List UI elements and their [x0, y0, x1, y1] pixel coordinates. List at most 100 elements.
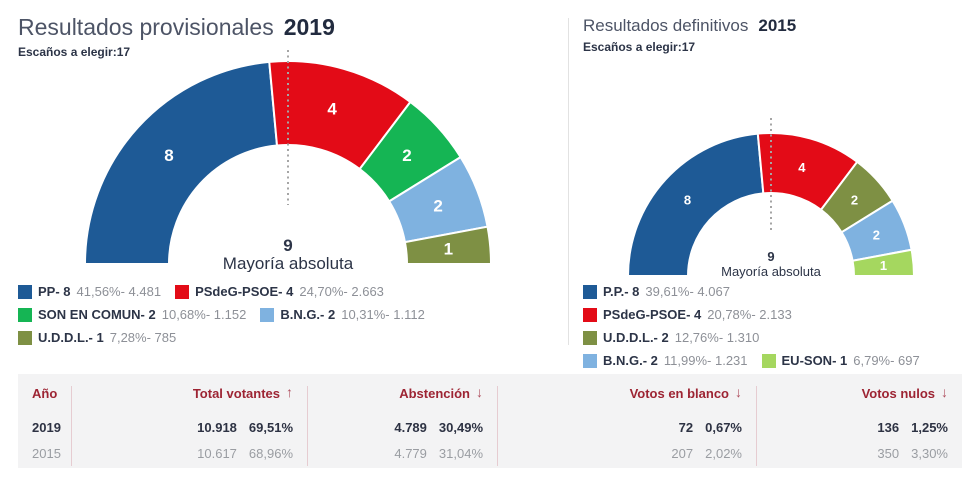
cell-2019-votos-nulos: 136 1,25%: [757, 414, 962, 440]
panel-divider: [568, 18, 569, 345]
legend-item-u-d-d-l: U.D.D.L.- 2 12,76%- 1.310: [583, 330, 759, 345]
legend-label: P.P.- 8: [603, 284, 640, 299]
legend-detail: 6,79%- 697: [853, 353, 920, 368]
col-header-label: Votos en blanco: [629, 386, 729, 401]
cell-percent: 2,02%: [705, 445, 742, 461]
legend-label: EU-SON- 1: [781, 353, 848, 368]
seats-to-elect: Escaños a elegir:17: [583, 40, 796, 54]
legend-detail: 20,78%- 2.133: [707, 307, 792, 322]
legend-detail: 7,28%- 785: [109, 330, 177, 345]
legend-swatch-p-p: [583, 284, 597, 299]
legend-swatch-b-n-g: [583, 353, 597, 368]
sort-down-icon: ↓: [735, 384, 742, 400]
cell-count: 207: [671, 445, 694, 461]
cell-percent: 68,96%: [248, 445, 293, 461]
segment-eu-son: [851, 248, 916, 277]
segment-seats-eu-son: 1: [880, 258, 887, 273]
segment-pp: [83, 60, 279, 265]
turnout-table: Año Total votantes ↑ Abstención ↓ Votos en bl…: [18, 374, 962, 468]
legend-swatch-b-n-g: [260, 307, 275, 322]
seats-to-elect-label: Escaños a elegir:: [18, 45, 117, 59]
legend-label: PSdeG-PSOE- 4: [195, 284, 294, 299]
majority-value: 9: [767, 249, 774, 264]
turnout-grid: Año Total votantes ↑ Abstención ↓ Votos en bl…: [18, 384, 962, 466]
cell-count: 10.617: [197, 445, 237, 461]
segment-seats-psdeg-psoe: 4: [327, 100, 337, 119]
cell-count: 4.779: [394, 445, 427, 461]
col-header-votos-nulos[interactable]: Votos nulos ↓: [757, 384, 962, 414]
legend-label: U.D.D.L.- 2: [603, 330, 669, 345]
col-header-label: Total votantes: [192, 386, 280, 401]
panel-year: 2019: [283, 14, 335, 40]
majority-label: Mayoría absoluta: [223, 254, 354, 272]
segment-seats-psdeg-psoe: 4: [798, 160, 806, 175]
cell-percent: 0,67%: [705, 419, 742, 435]
seats-to-elect-label: Escaños a elegir:: [583, 40, 682, 54]
segment-seats-son-en-comun: 2: [402, 146, 411, 165]
legend-item-pp: PP- 8 41,56%- 4.481: [18, 284, 161, 299]
cell-count: 136: [877, 419, 900, 435]
cell-count: 350: [877, 445, 900, 461]
cell-count: 10.918: [197, 419, 237, 435]
legend-detail: 39,61%- 4.067: [645, 284, 730, 299]
cell-percent: 3,30%: [911, 445, 948, 461]
legend-item-u-d-d-l: U.D.D.L.- 1 7,28%- 785: [18, 330, 176, 345]
sort-down-icon: ↓: [941, 384, 948, 400]
cell-2015-total-votantes: 10.617 68,96%: [72, 440, 308, 466]
panel-year: 2015: [758, 16, 797, 35]
legend-detail: 11,99%- 1.231: [663, 353, 748, 368]
col-header-abstenci-n[interactable]: Abstención ↓: [308, 385, 498, 414]
cell-2015-votos-nulos: 350 3,30%: [757, 440, 962, 466]
col-header-label: Abstención: [399, 386, 470, 401]
segment-seats-pp: 8: [164, 146, 173, 165]
cell-percent: 31,04%: [438, 445, 483, 461]
segment-seats-b-n-g: 2: [873, 228, 880, 243]
cell-2015-votos-en-blanco: 207 2,02%: [498, 440, 757, 466]
cell-percent: 69,51%: [248, 419, 293, 435]
legend-detail: 24,70%- 2.663: [299, 284, 384, 299]
majority-value: 9: [283, 236, 292, 255]
cell-count: 4.789: [394, 419, 427, 435]
cell-2015-abstenci-n: 4.779 31,04%: [308, 440, 498, 466]
legend-2015: P.P.- 8 39,61%- 4.067 PSdeG-PSOE- 4 20,78%-…: [583, 284, 923, 368]
cell-percent: 1,25%: [911, 419, 948, 435]
cell-2019-abstenci-n: 4.789 30,49%: [308, 414, 498, 440]
segment-seats-u-d-d-l: 1: [444, 240, 453, 259]
legend-item-p-p: P.P.- 8 39,61%- 4.067: [583, 284, 730, 299]
col-header-a-o: Año: [18, 386, 72, 414]
legend-item-b-n-g: B.N.G.- 2 11,99%- 1.231: [583, 353, 748, 368]
cell-2019-total-votantes: 10.918 69,51%: [72, 414, 308, 440]
legend-detail: 10,68%- 1.152: [161, 307, 247, 322]
col-header-label: Votos nulos: [861, 386, 935, 401]
panel-title: Resultados definitivos: [583, 16, 749, 35]
seats-chart-2019: 8 4 2 2 1 9 Mayoría absoluta: [83, 50, 493, 272]
legend-label: PSdeG-PSOE- 4: [603, 307, 702, 322]
legend-swatch-pp: [18, 284, 32, 299]
seats-to-elect: Escaños a elegir:17: [18, 45, 335, 59]
legend-swatch-eu-son: [761, 353, 776, 368]
cell-2019-votos-en-blanco: 72 0,67%: [498, 414, 757, 440]
legend-item-psdeg-psoe: PSdeG-PSOE- 4 20,78%- 2.133: [583, 307, 792, 322]
legend-item-psdeg-psoe: PSdeG-PSOE- 4 24,70%- 2.663: [175, 284, 384, 299]
segment-seats-p-p: 8: [684, 192, 691, 207]
segment-seats-u-d-d-l: 2: [851, 192, 858, 207]
legend-label: PP- 8: [38, 284, 71, 299]
legend-detail: 12,76%- 1.310: [674, 330, 760, 345]
legend-item-b-n-g: B.N.G.- 2 10,31%- 1.112: [260, 307, 425, 322]
panel-header-2019: Resultados provisionales 2019 Escaños a …: [18, 14, 335, 59]
legend-swatch-psdeg-psoe: [583, 307, 597, 322]
segment-seats-b-n-g: 2: [433, 196, 442, 215]
col-header-votos-en-blanco[interactable]: Votos en blanco ↓: [498, 384, 757, 414]
legend-swatch-son-en-comun: [18, 307, 32, 322]
legend-label: B.N.G.- 2: [603, 353, 658, 368]
legend-item-son-en-comun: SON EN COMUN- 2 10,68%- 1.152: [18, 307, 246, 322]
col-header-total-votantes[interactable]: Total votantes ↑: [72, 385, 308, 414]
segment-p-p: [626, 132, 765, 277]
row-year-2019: 2019: [18, 414, 72, 440]
legend-detail: 41,56%- 4.481: [76, 284, 162, 299]
legend-swatch-u-d-d-l: [18, 330, 32, 345]
legend-swatch-u-d-d-l: [583, 330, 597, 345]
seats-to-elect-value: 17: [681, 40, 696, 54]
